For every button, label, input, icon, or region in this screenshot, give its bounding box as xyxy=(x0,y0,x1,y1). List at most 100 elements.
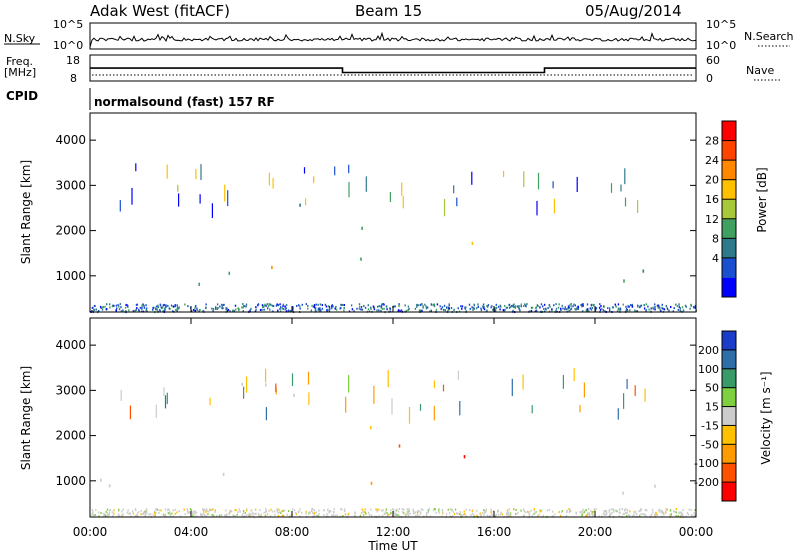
x-tick-label: 00:00 xyxy=(73,525,108,539)
data-cell xyxy=(475,307,478,310)
data-cell xyxy=(490,306,492,309)
data-cell xyxy=(104,514,107,517)
data-cell xyxy=(619,512,621,514)
data-cell xyxy=(533,512,535,515)
data-cell xyxy=(552,181,554,189)
data-cell xyxy=(418,510,420,513)
data-cell xyxy=(625,309,627,312)
data-cell xyxy=(430,303,433,306)
data-cell xyxy=(408,508,410,510)
data-cell xyxy=(370,508,372,511)
data-cell xyxy=(480,307,482,310)
data-cell xyxy=(576,176,578,193)
data-cell xyxy=(252,514,254,517)
data-cell xyxy=(610,508,613,511)
data-cell xyxy=(275,304,278,307)
data-cell xyxy=(291,508,294,511)
data-cell xyxy=(293,509,296,512)
data-cell xyxy=(551,308,553,311)
data-cell xyxy=(654,308,656,311)
data-cell xyxy=(566,308,568,311)
data-cell xyxy=(328,511,330,514)
data-cell xyxy=(354,514,357,517)
data-cell xyxy=(602,512,604,515)
data-cell xyxy=(265,305,267,307)
data-cell xyxy=(312,511,314,514)
data-cell xyxy=(152,308,154,311)
data-cell xyxy=(335,305,337,308)
data-cell xyxy=(293,393,295,397)
data-cell xyxy=(483,514,485,516)
data-cell xyxy=(684,304,687,307)
data-cell xyxy=(686,512,689,514)
data-cell xyxy=(524,303,526,306)
colorbar-tick-label: 24 xyxy=(705,154,719,167)
data-cell xyxy=(591,514,594,517)
data-cell xyxy=(263,305,265,308)
data-cell xyxy=(285,307,287,310)
data-cell xyxy=(276,303,278,306)
data-cell xyxy=(528,512,530,515)
data-cell xyxy=(419,309,422,312)
data-cell xyxy=(224,184,226,202)
cpid-panel: CPID normalsound (fast) 157 RF xyxy=(6,88,275,110)
data-cell xyxy=(312,508,314,511)
data-cell xyxy=(192,514,194,517)
data-cell xyxy=(654,303,656,306)
data-cell xyxy=(581,303,583,306)
data-cell xyxy=(576,307,578,310)
data-cell xyxy=(406,513,408,516)
data-cell xyxy=(568,310,570,312)
data-cell xyxy=(101,308,104,311)
data-cell xyxy=(421,309,423,312)
data-cell xyxy=(657,304,659,307)
data-cell xyxy=(654,484,656,488)
data-cell xyxy=(459,401,461,416)
data-cell xyxy=(588,310,590,313)
data-cell xyxy=(229,310,231,313)
data-cell xyxy=(676,305,679,308)
data-cell xyxy=(244,515,246,518)
data-cell xyxy=(465,306,467,309)
data-cell xyxy=(674,510,676,513)
data-cell xyxy=(666,306,668,309)
nsky-tick-high: 10^5 xyxy=(53,18,83,31)
data-cell xyxy=(298,510,300,513)
data-cell xyxy=(319,307,321,310)
data-cell xyxy=(499,308,501,311)
data-cell xyxy=(315,511,317,514)
data-cell xyxy=(183,508,185,511)
data-cell xyxy=(490,508,492,511)
data-cell xyxy=(145,508,148,511)
date-title: 05/Aug/2014 xyxy=(585,2,682,20)
data-cell xyxy=(381,307,384,310)
data-cell xyxy=(672,310,674,313)
data-cell xyxy=(531,514,534,517)
data-cell xyxy=(168,307,170,310)
data-cell xyxy=(368,513,371,516)
data-cell xyxy=(512,508,515,511)
data-cell xyxy=(502,309,504,312)
data-cell xyxy=(285,304,288,307)
data-cell xyxy=(688,508,690,511)
data-cell xyxy=(623,512,626,515)
data-cell xyxy=(212,310,214,313)
data-cell xyxy=(163,303,166,306)
data-cell xyxy=(393,305,395,308)
data-cell xyxy=(279,511,281,514)
data-cell xyxy=(303,167,306,174)
data-cell xyxy=(383,303,385,306)
data-cell xyxy=(211,514,213,517)
colorbar-tick-label: 50 xyxy=(705,382,719,395)
data-cell xyxy=(108,484,111,488)
data-cell xyxy=(136,512,139,515)
velocity-ylabel: Slant Range [km] xyxy=(19,366,33,470)
data-cell xyxy=(670,515,672,517)
data-cell xyxy=(241,514,243,517)
data-cell xyxy=(634,510,637,513)
data-cell xyxy=(393,512,395,515)
data-cell xyxy=(551,510,554,513)
data-cell xyxy=(237,307,240,310)
data-cell xyxy=(631,303,633,306)
